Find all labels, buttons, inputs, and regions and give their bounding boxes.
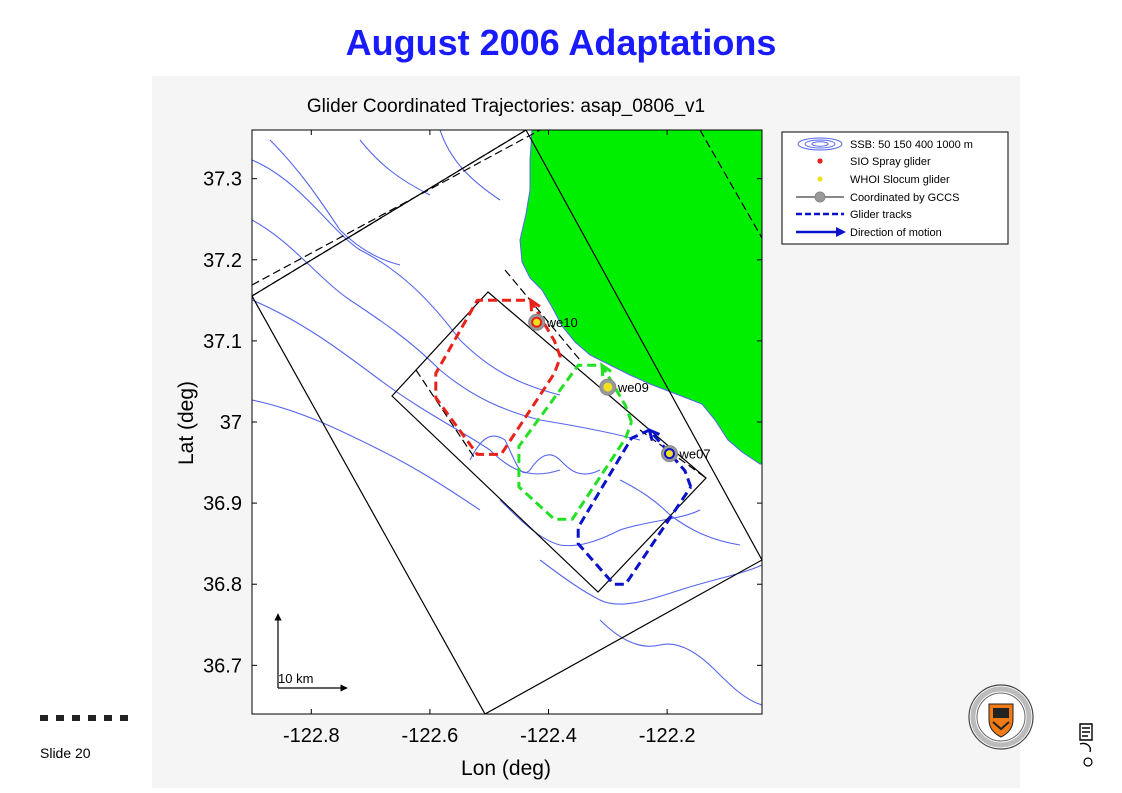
scale-bar-label: 10 km [278,671,313,686]
glider-position-we09 [603,382,613,392]
legend-labels: SSB: 50 150 400 1000 m SIO Spray glider WH… [850,139,973,239]
slide-decoration [40,715,128,721]
direction-arrow-we09 [600,362,612,377]
y-tick-label: 37.3 [203,169,242,191]
legend-label: WHOI Slocum glider [850,174,950,186]
legend-label: Coordinated by GCCS [850,192,959,204]
glider-positions: we10 we09 we07 [528,313,711,463]
legend-box [781,131,1009,245]
legend-swatch-direction [796,227,846,237]
y-axis: 37.3 37.2 37.1 37 36.9 36.8 36.7 [203,169,762,677]
university-seal-icon [968,684,1034,750]
coordination-box [391,291,707,593]
glider-label-we09: we09 [617,380,649,395]
x-tick-label: -122.4 [520,725,577,747]
y-tick-label: 37.2 [203,250,242,272]
x-axis-label: Lon (deg) [461,757,551,780]
y-tick-label: 36.7 [203,655,242,677]
legend-swatch-ssb [797,137,843,151]
x-axis: -122.8 -122.6 -122.4 -122.2 [283,130,696,747]
legend-swatch-sio-spray [817,158,823,164]
glider-label-we10: we10 [546,315,578,330]
x-tick-label: -122.6 [402,725,459,747]
x-tick-label: -122.8 [283,725,340,747]
glider-track-we09 [517,363,633,521]
map-layers: we10 we09 we07 [252,130,762,714]
legend-label: SIO Spray glider [850,156,931,168]
chart-title: Glider Coordinated Trajectories: asap_08… [307,96,705,117]
x-tick-label: -122.2 [639,725,696,747]
side-logo-icon [1079,723,1093,767]
glider-position-we10 [531,316,543,328]
y-axis-label: Lat (deg) [175,381,198,465]
y-tick-label: 36.8 [203,574,242,596]
legend-swatch-whoi-slocum [817,176,823,182]
y-tick-label: 37 [220,412,242,434]
large-domain-box [252,130,762,714]
legend-swatch-gccs [796,191,844,203]
legend-label: SSB: 50 150 400 1000 m [850,139,973,151]
glider-label-we07: we07 [678,447,710,462]
slide-title: August 2006 Adaptations [345,22,777,63]
bathymetry-contours [252,130,762,706]
slide-number: Slide 20 [40,745,91,761]
legend: SSB: 50 150 400 1000 m SIO Spray glider WH… [781,131,1009,245]
direction-arrow-we07 [647,427,661,442]
legend-label: Direction of motion [850,227,942,239]
glider-position-we07 [663,448,675,460]
coastline-land [519,130,762,465]
glider-track-we10 [434,298,562,456]
direction-arrow-we10 [528,297,541,312]
scale-bar: 10 km [274,613,348,692]
y-tick-label: 36.9 [203,493,242,515]
legend-label: Glider tracks [850,209,912,221]
y-tick-label: 37.1 [203,331,242,353]
